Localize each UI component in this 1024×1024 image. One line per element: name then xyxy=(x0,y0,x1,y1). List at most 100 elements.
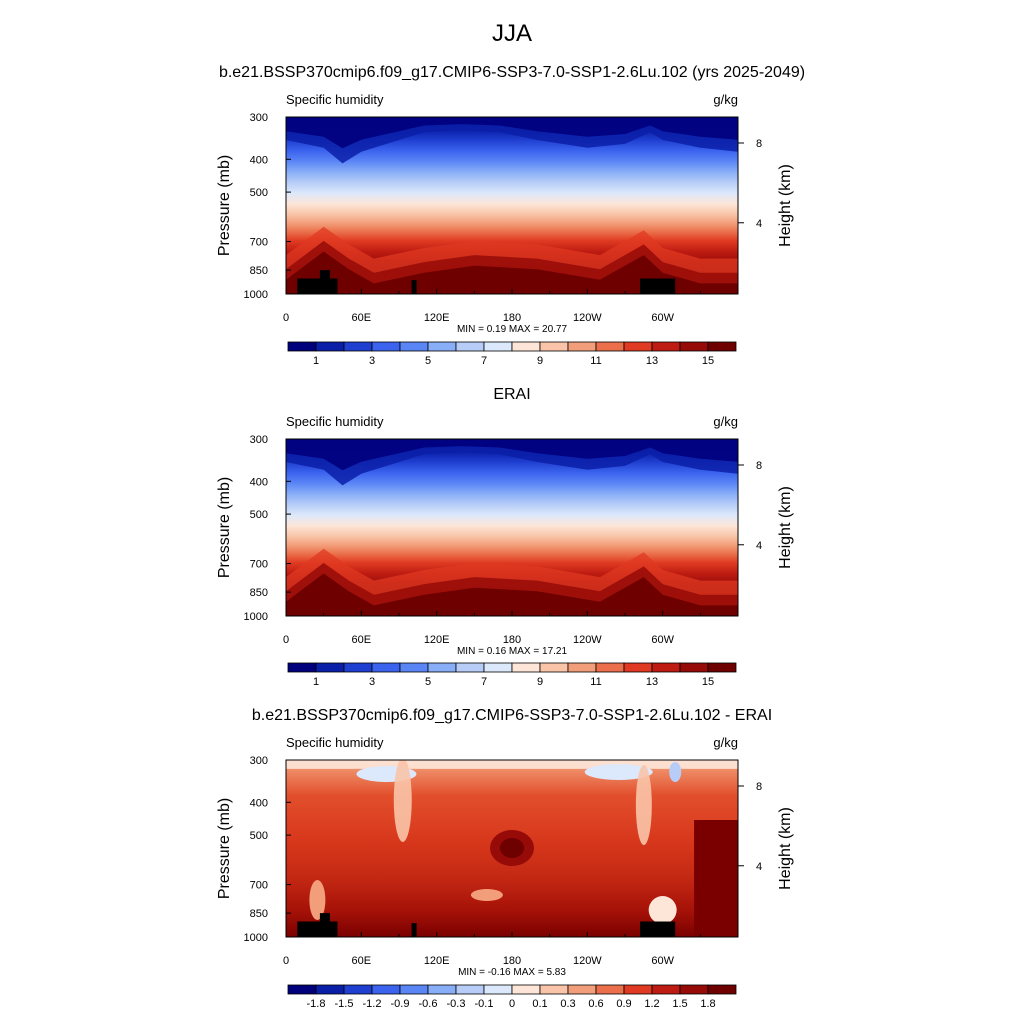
colorbar-box xyxy=(539,341,569,352)
colorbar-label: 3 xyxy=(369,676,375,688)
colorbar: 1 3 5 7 9 11 13 15 xyxy=(287,662,737,688)
colorbar-label: 9 xyxy=(537,355,543,367)
panel-2: Specific humidity g/kg3004005007008501000… xyxy=(216,414,794,688)
x-tick-label: 60E xyxy=(352,634,372,646)
colorbar-box xyxy=(679,984,709,995)
x-tick-label: 180 xyxy=(503,312,521,324)
colorbar-label: 5 xyxy=(425,355,431,367)
y-tick-label: 1000 xyxy=(244,289,268,301)
page-title: JJA xyxy=(491,20,532,47)
colorbar-label: 0.6 xyxy=(588,998,603,1010)
colorbar-box xyxy=(707,662,737,673)
colorbar-box xyxy=(399,662,429,673)
x-tick-label: 180 xyxy=(503,634,521,646)
x-tick-label: 0 xyxy=(283,634,289,646)
units-label: g/kg xyxy=(713,414,738,429)
min-max-stats: MIN = -0.16 MAX = 5.83 xyxy=(458,967,566,978)
y2-tick-label: 8 xyxy=(756,781,762,793)
colorbar-label: -0.9 xyxy=(391,998,410,1010)
colorbar-box xyxy=(287,984,317,995)
colorbar-box xyxy=(511,984,541,995)
heatmap-field xyxy=(286,760,738,937)
colorbar-box xyxy=(371,341,401,352)
y2-axis-label: Height (km) xyxy=(777,486,794,569)
diff-patch xyxy=(648,896,677,924)
colorbar-box xyxy=(539,984,569,995)
y-tick-label: 700 xyxy=(250,880,268,892)
x-tick-label: 60E xyxy=(352,312,372,324)
colorbar-label: 5 xyxy=(425,676,431,688)
units-label: g/kg xyxy=(713,735,738,750)
colorbar-box xyxy=(371,662,401,673)
y-tick-label: 300 xyxy=(250,755,268,767)
y-axis-label: Pressure (mb) xyxy=(216,798,233,899)
terrain-tibet xyxy=(297,921,338,937)
x-tick-label: 120W xyxy=(573,955,602,967)
y-tick-label: 1000 xyxy=(244,611,268,623)
colorbar-label: -1.2 xyxy=(363,998,382,1010)
x-tick-label: 180 xyxy=(503,955,521,967)
colorbar-label: 9 xyxy=(537,676,543,688)
colorbar-box xyxy=(343,662,373,673)
x-tick-label: 60W xyxy=(651,634,674,646)
terrain-andes xyxy=(640,278,676,294)
colorbar-box xyxy=(539,662,569,673)
colorbar-label: -1.8 xyxy=(307,998,326,1010)
y-tick-label: 300 xyxy=(250,112,268,124)
panel-2-title: ERAI xyxy=(493,386,531,403)
panel-1: Specific humidity g/kg3004005007008501000… xyxy=(216,92,794,367)
colorbar-label: 0.9 xyxy=(616,998,631,1010)
colorbar-label: 13 xyxy=(646,676,658,688)
colorbar: 1 3 5 7 9 11 13 15 xyxy=(287,341,737,367)
colorbar-box xyxy=(623,984,653,995)
y-tick-label: 1000 xyxy=(244,932,268,944)
colorbar-box xyxy=(679,341,709,352)
colorbar-label: 11 xyxy=(590,355,601,367)
colorbar-box xyxy=(623,662,653,673)
variable-label: Specific humidity xyxy=(286,735,384,750)
colorbar-label: 1.8 xyxy=(700,998,715,1010)
colorbar-box xyxy=(427,341,457,352)
colorbar-label: -0.3 xyxy=(447,998,466,1010)
colorbar-box xyxy=(287,341,317,352)
colorbar-label: 15 xyxy=(702,676,714,688)
y2-tick-label: 8 xyxy=(756,460,762,472)
terrain-tibet xyxy=(319,913,330,937)
colorbar-box xyxy=(511,341,541,352)
y-axis-label: Pressure (mb) xyxy=(216,477,233,578)
x-tick-label: 60W xyxy=(651,312,674,324)
humidity-band xyxy=(286,573,738,616)
colorbar-box xyxy=(679,662,709,673)
colorbar-box xyxy=(595,662,625,673)
heatmap-field xyxy=(286,439,738,616)
y-tick-label: 700 xyxy=(250,559,268,571)
colorbar-box xyxy=(483,662,513,673)
colorbar-label: 13 xyxy=(646,355,658,367)
variable-label: Specific humidity xyxy=(286,414,384,429)
y-axis-label: Pressure (mb) xyxy=(216,155,233,256)
panel-3-title: b.e21.BSSP370cmip6.f09_g17.CMIP6-SSP3-7.… xyxy=(251,707,773,724)
colorbar-box xyxy=(287,662,317,673)
y-tick-label: 850 xyxy=(250,265,268,277)
colorbar-box xyxy=(427,662,457,673)
colorbar-box xyxy=(315,984,345,995)
colorbar-label: 7 xyxy=(481,676,487,688)
y2-tick-label: 4 xyxy=(756,861,762,873)
terrain-tibet xyxy=(319,270,330,294)
colorbar-box xyxy=(651,984,681,995)
panel-3: Specific humidity g/kg3004005007008501000… xyxy=(216,735,794,1010)
x-tick-label: 120E xyxy=(424,955,450,967)
colorbar-label: 1 xyxy=(313,676,319,688)
colorbar-label: 3 xyxy=(369,355,375,367)
colorbar-box xyxy=(399,341,429,352)
x-tick-label: 120E xyxy=(424,634,450,646)
colorbar-label: 0.3 xyxy=(560,998,575,1010)
colorbar-label: -0.1 xyxy=(475,998,494,1010)
colorbar-box xyxy=(511,662,541,673)
colorbar-box xyxy=(595,984,625,995)
colorbar-label: -0.6 xyxy=(419,998,438,1010)
x-tick-label: 120W xyxy=(573,634,602,646)
colorbar-box xyxy=(371,984,401,995)
colorbar-box xyxy=(651,341,681,352)
